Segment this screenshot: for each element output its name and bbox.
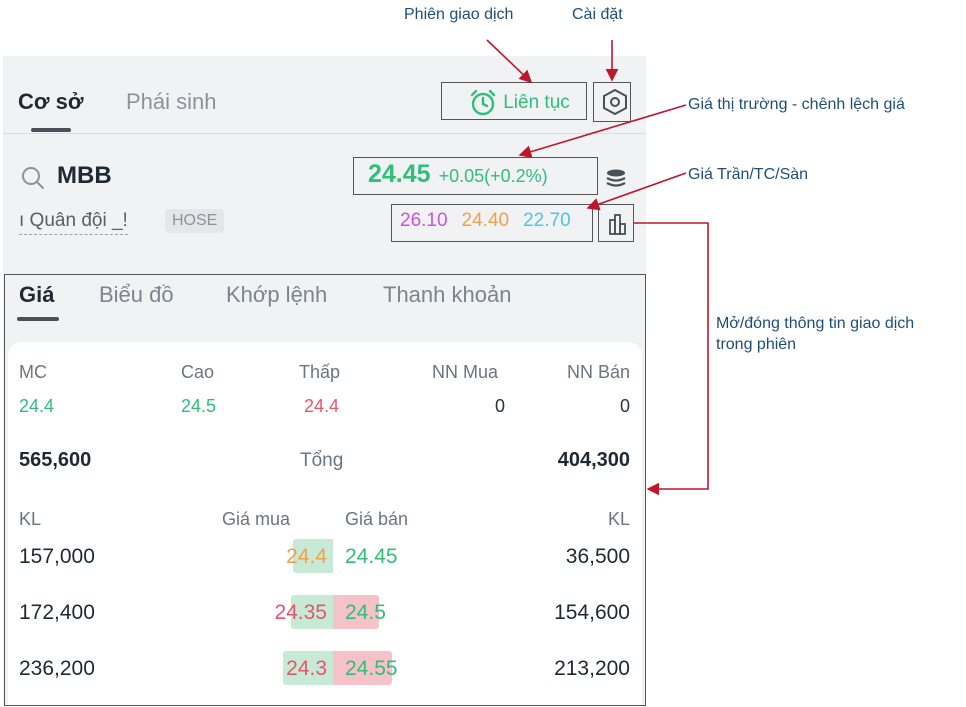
stat-label-mc: MC: [19, 362, 47, 382]
stat-label-thap: Thấp: [299, 362, 341, 382]
bid-total: 565,600: [19, 449, 92, 471]
stock-symbol[interactable]: MBB: [57, 162, 112, 189]
ref-prices-highlight-frame: [391, 204, 593, 242]
stat-value-nn-mua: 0: [495, 396, 506, 416]
total-label: Tổng: [300, 450, 344, 471]
alarm-clock-icon: [471, 89, 496, 115]
header-ask-volume: KL: [607, 509, 630, 529]
panel-highlight-frame: [4, 274, 646, 706]
order-book-row[interactable]: 157,000 24.4 24.45 36,500: [8, 539, 642, 575]
annotation-toggle-line2: trong phiên: [716, 336, 797, 353]
ceiling-price: 26.10: [400, 210, 448, 231]
tab-gia[interactable]: Giá: [19, 282, 55, 307]
stat-value-thap: 24.4: [304, 396, 340, 416]
session-label: Liên tục: [503, 91, 570, 113]
annotation-toggle-line1: Mở/đóng thông tin giao dịch: [716, 315, 915, 332]
ask-price[interactable]: 24.5: [345, 601, 386, 624]
active-subtab-indicator: [17, 317, 59, 321]
bid-volume: 157,000: [19, 545, 95, 568]
arrow-toggle: [634, 222, 709, 496]
tab-phai-sinh[interactable]: Phái sinh: [126, 89, 217, 114]
tab-thanh-khoan[interactable]: Thanh khoản: [383, 282, 512, 307]
annotation-session: Phiên giao dịch: [404, 6, 514, 23]
toggle-highlight-frame: [598, 204, 634, 242]
search-icon[interactable]: [21, 166, 45, 190]
session-button[interactable]: Liên tục: [458, 89, 581, 116]
settings-button[interactable]: [601, 85, 628, 118]
reference-prices: 26.10 24.40 22.70: [400, 210, 571, 232]
stat-label-nn-ban: NN Bán: [566, 362, 630, 382]
tab-bieu-do[interactable]: Biểu đồ: [99, 282, 174, 307]
reference-price: 24.40: [461, 210, 510, 231]
bid-volume-bar: [293, 539, 333, 573]
detail-tabs: Giá Biểu đồ Khớp lệnh Thanh khoản: [3, 276, 646, 336]
trading-info-panel: Giá Biểu đồ Khớp lệnh Thanh khoản MC Cao…: [3, 276, 646, 707]
stat-value-nn-ban: 0: [619, 396, 630, 416]
ask-volume: 154,600: [554, 601, 630, 624]
annotation-ref-prices: Giá Trần/TC/Sàn: [688, 166, 809, 183]
order-book-row[interactable]: 236,200 24.3 24.55 213,200: [8, 651, 642, 687]
bid-volume: 172,400: [19, 601, 95, 624]
ask-volume: 213,200: [554, 657, 630, 680]
price-detail-card: MC Cao Thấp NN Mua NN Bán 24.4 24.5 24.4…: [8, 342, 642, 707]
bid-price[interactable]: 24.4: [286, 545, 327, 568]
stat-value-cao: 24.5: [181, 396, 217, 416]
ask-price[interactable]: 24.55: [345, 657, 398, 680]
tab-co-so[interactable]: Cơ sở: [18, 89, 84, 114]
symbol-row: MBB 24.45 +0.05(+0.2%): [3, 156, 646, 196]
price-change: +0.05(+0.2%): [438, 166, 548, 186]
bar-chart-toggle-icon[interactable]: [603, 210, 633, 240]
floor-price: 22.70: [523, 210, 571, 231]
stat-label-cao: Cao: [181, 362, 215, 382]
settings-highlight-frame: [593, 82, 631, 122]
bid-price[interactable]: 24.35: [274, 601, 327, 624]
market-price: 24.45 +0.05(+0.2%): [368, 160, 548, 189]
coins-stack-icon[interactable]: [605, 168, 627, 190]
stat-label-nn-mua: NN Mua: [432, 362, 499, 382]
bid-volume: 236,200: [19, 657, 95, 680]
settings-hexagon-icon: [602, 88, 627, 115]
last-price: 24.45: [368, 160, 431, 188]
order-book-row[interactable]: 172,400 24.35 24.5 154,600: [8, 595, 642, 631]
ask-volume-bar: [333, 651, 392, 685]
bid-volume-bar: [291, 595, 333, 629]
header-bid-price: Giá mua: [222, 509, 291, 529]
tab-khop-lenh[interactable]: Khớp lệnh: [226, 282, 328, 307]
company-name[interactable]: ı Quân đội _!: [19, 210, 128, 235]
bid-volume-bar: [283, 651, 333, 685]
annotation-market-price: Giá thị trường - chênh lệch giá: [688, 96, 905, 113]
arrow-ref-prices: [586, 172, 687, 211]
header-bid-volume: KL: [19, 509, 42, 529]
trading-app-panel: Cơ sở Phái sinh Liên tục MBB 24.45 +0.: [3, 56, 646, 707]
header-ask-price: Giá bán: [345, 509, 409, 529]
ask-volume-bar: [333, 595, 379, 629]
market-tabs-bar: Cơ sở Phái sinh Liên tục: [3, 56, 646, 134]
stat-value-mc: 24.4: [19, 396, 55, 416]
annotation-settings: Cài đặt: [572, 6, 623, 23]
session-highlight-frame: [441, 82, 587, 120]
market-price-highlight-frame: [353, 157, 598, 195]
ask-volume: 36,500: [565, 545, 630, 568]
company-info-row: ı Quân đội _! HOSE 26.10 24.40 22.70: [3, 204, 646, 244]
ask-total: 404,300: [557, 449, 630, 471]
exchange-badge: HOSE: [165, 209, 225, 233]
arrow-market-price: [518, 104, 687, 158]
ask-price[interactable]: 24.45: [345, 545, 398, 568]
bid-price[interactable]: 24.3: [286, 657, 327, 680]
arrow-session: [486, 39, 533, 84]
active-tab-indicator: [31, 128, 71, 132]
